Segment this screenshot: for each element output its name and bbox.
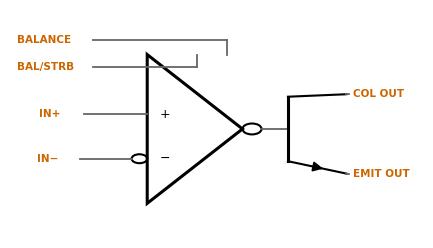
Text: BALANCE: BALANCE bbox=[17, 35, 71, 45]
Text: EMIT OUT: EMIT OUT bbox=[353, 169, 410, 179]
Text: BAL/STRB: BAL/STRB bbox=[17, 62, 74, 72]
Text: COL OUT: COL OUT bbox=[353, 89, 404, 99]
Text: −: − bbox=[159, 152, 170, 165]
Text: +: + bbox=[159, 108, 170, 121]
Text: IN−: IN− bbox=[37, 154, 58, 164]
Text: IN+: IN+ bbox=[39, 109, 60, 119]
